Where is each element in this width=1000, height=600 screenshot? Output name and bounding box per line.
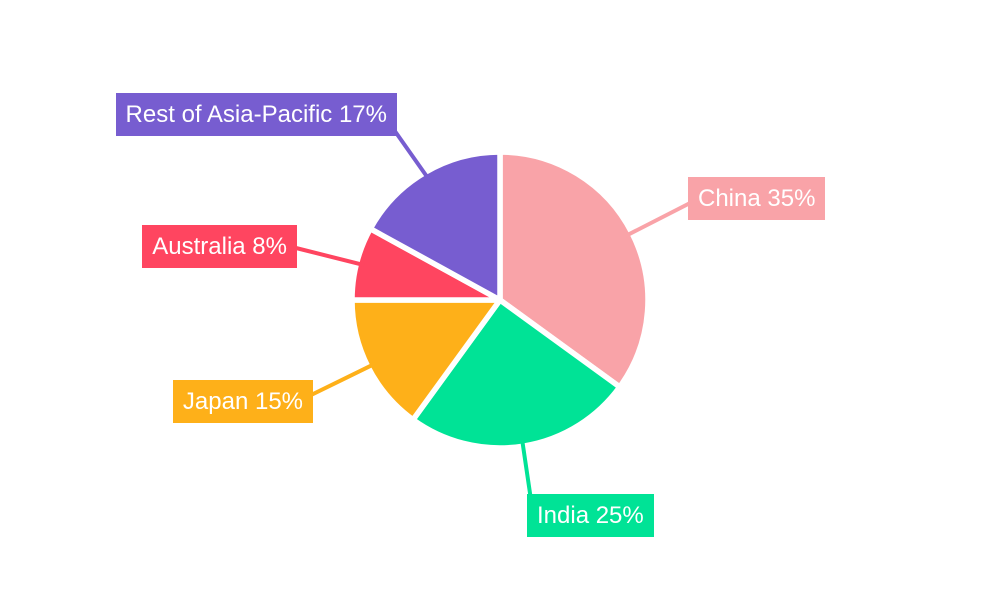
slice-label-india: India 25% xyxy=(527,494,654,537)
leader-line-china xyxy=(624,199,696,238)
leader-line-rest-of-asia-pacific xyxy=(390,125,430,180)
slice-label-china: China 35% xyxy=(688,177,826,220)
leader-line-japan xyxy=(305,362,376,399)
slice-label-japan: Japan 15% xyxy=(172,380,313,423)
slice-label-australia: Australia 8% xyxy=(142,225,297,268)
leader-line-india xyxy=(520,438,533,502)
slice-label-rest-of-asia-pacific: Rest of Asia-Pacific 17% xyxy=(115,93,397,136)
leader-line-australia xyxy=(290,245,365,267)
